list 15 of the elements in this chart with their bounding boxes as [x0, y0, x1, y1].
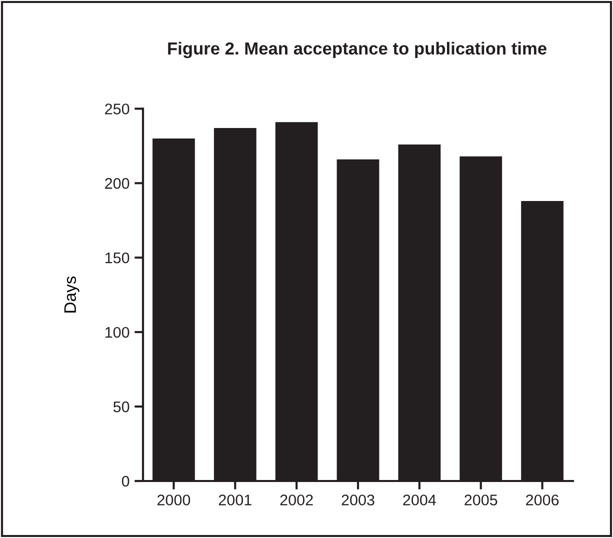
y-tick-label: 150 [105, 252, 130, 264]
chart-title: Figure 2. Mean acceptance to publication time [168, 42, 546, 58]
x-tick-label: 2005 [464, 494, 498, 506]
y-tick-label: 0 [122, 476, 130, 487]
x-tick-label: 2004 [403, 494, 436, 506]
y-axis-title: Days [64, 276, 80, 312]
y-tick-label: 100 [105, 326, 130, 338]
x-tick-label: 2001 [218, 494, 252, 506]
x-tick-label: 2002 [280, 494, 313, 506]
x-tick-label: 2006 [526, 494, 559, 506]
y-tick-label: 250 [105, 104, 130, 114]
x-tick-label: 2000 [157, 494, 190, 506]
y-tick-label: 50 [113, 401, 130, 412]
y-tick-label: 200 [105, 178, 130, 189]
x-tick-label: 2003 [342, 494, 374, 506]
